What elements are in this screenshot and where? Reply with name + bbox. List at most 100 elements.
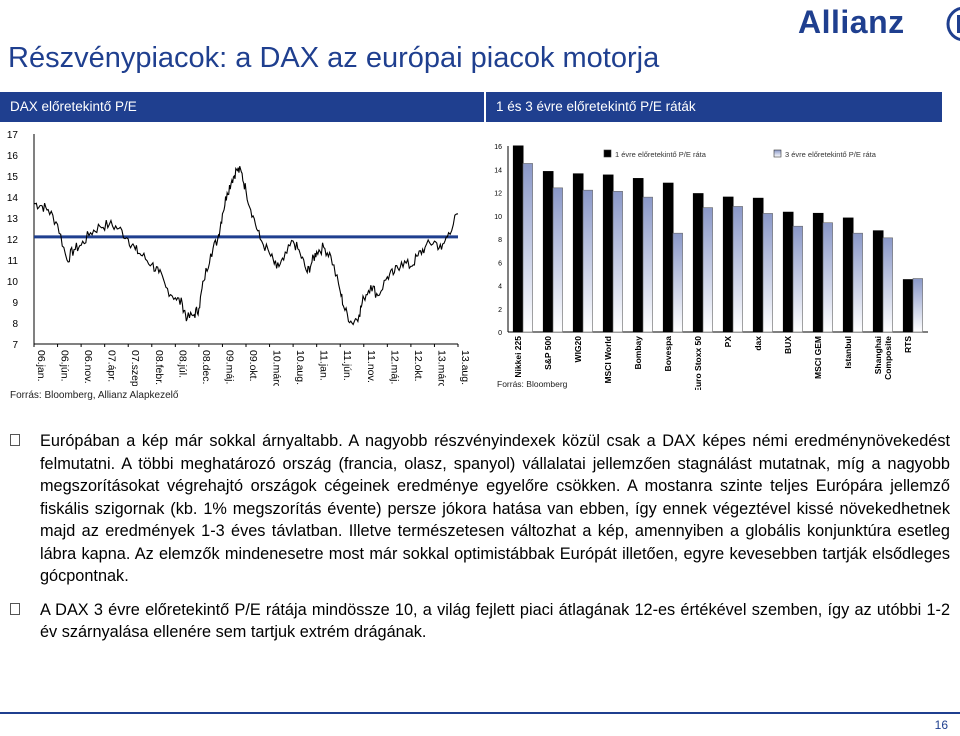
y-tick-label: 13 xyxy=(7,214,19,225)
x-tick-label: Bombay xyxy=(633,336,643,370)
y-tick-label: 8 xyxy=(12,319,18,330)
pe-ratios-bar-chart: 0 2 4 6 8 10 12 14 16 Nikkei 225 S&P 500 WIG20 MSCI … xyxy=(494,144,928,390)
bar-3y xyxy=(642,196,653,333)
allianz-eagle-icon xyxy=(946,6,960,42)
x-tick-label: 10.aug. xyxy=(294,350,306,385)
x-tick-label: 08.febr. xyxy=(153,350,165,385)
bullet-marker-icon xyxy=(10,434,20,446)
page-number: 16 xyxy=(934,718,948,732)
x-tick-label: 13.aug. xyxy=(459,350,471,385)
x-tick-label: 07.szept. xyxy=(129,350,141,386)
bullet-item: Európában a kép már sokkal árnyaltabb. A… xyxy=(10,430,950,588)
bar-3y xyxy=(552,187,563,333)
y-tick-label: 17 xyxy=(7,130,19,141)
right-panel-header: 1 és 3 évre előretekintő P/E ráták xyxy=(484,92,942,122)
x-tick-label: Istanbul xyxy=(843,336,853,369)
x-tick-label: Euro Stoxx 50 xyxy=(693,336,703,390)
bar-3y xyxy=(522,163,533,333)
page-title: Részvénypiacok: a DAX az európai piacok … xyxy=(8,42,660,74)
y-tick-label: 2 xyxy=(498,307,502,314)
x-tick-label: MSCI GEM xyxy=(813,336,823,379)
bar-3y xyxy=(852,232,863,333)
bullet-item: A DAX 3 évre előretekintő P/E rátája min… xyxy=(10,599,950,644)
y-tick-label: 12 xyxy=(7,235,19,246)
bar-3y xyxy=(732,206,743,333)
bar-3y xyxy=(792,225,803,333)
y-tick-label: 9 xyxy=(12,298,18,309)
x-tick-label: 12.máj. xyxy=(388,350,400,384)
right-source: Forrás: Bloomberg xyxy=(497,379,568,389)
bar-3y xyxy=(762,213,773,333)
bullet-marker-icon xyxy=(10,602,20,615)
bar-1y xyxy=(602,174,614,333)
y-tick-label: 10 xyxy=(494,214,502,221)
bar-1y xyxy=(572,173,584,333)
y-tick-label: 11 xyxy=(8,256,19,267)
x-tick-label: 08.júl. xyxy=(176,350,188,378)
bar-1y xyxy=(722,196,734,333)
bar-1y xyxy=(632,178,644,333)
y-tick-label: 14 xyxy=(494,167,502,174)
x-tick-label: Composite xyxy=(883,336,893,380)
x-tick-label: 06.nov. xyxy=(82,350,94,384)
x-tick-label: Bovespa xyxy=(663,336,673,372)
x-tick-label: 13.márc. xyxy=(435,350,447,386)
y-tick-label: 15 xyxy=(7,172,19,183)
x-tick-label: MSCI World xyxy=(603,336,613,384)
left-panel-header: DAX előretekintő P/E xyxy=(0,92,484,122)
bar-3y xyxy=(582,189,593,333)
x-tick-label: 09.okt. xyxy=(247,350,259,382)
x-tick-label: 11.jan. xyxy=(318,350,330,381)
bar-1y xyxy=(872,230,884,333)
bar-3y xyxy=(702,207,713,333)
brand-name: Allianz xyxy=(798,4,905,40)
bar-1y xyxy=(902,279,914,333)
y-tick-label: 14 xyxy=(7,193,19,204)
y-tick-label: 16 xyxy=(494,144,502,151)
x-tick-label: 09.máj. xyxy=(223,350,235,384)
bar-1y xyxy=(812,212,824,333)
y-tick-label: 6 xyxy=(498,260,502,267)
x-tick-label: 08.dec. xyxy=(200,350,212,384)
x-tick-label: dax xyxy=(753,336,763,351)
bar-1y xyxy=(542,171,554,333)
dax-pe-series-line xyxy=(33,165,459,326)
bar-1y xyxy=(512,145,524,333)
x-tick-label: WIG20 xyxy=(573,336,583,363)
x-tick-label: 11.jún. xyxy=(341,350,353,381)
x-tick-label: 10.márc. xyxy=(271,350,283,386)
y-tick-label: 16 xyxy=(7,151,19,162)
bar-1y xyxy=(842,217,854,333)
y-tick-label: 4 xyxy=(498,284,502,291)
bar-1y xyxy=(662,182,674,333)
bar-3y xyxy=(882,237,893,333)
bar-3y xyxy=(672,232,683,333)
x-tick-label: RTS xyxy=(903,336,913,353)
y-tick-label: 10 xyxy=(7,277,19,288)
bar-3y xyxy=(822,222,833,333)
left-source: Forrás: Bloomberg, Allianz Alapkezelő xyxy=(10,390,179,401)
bar-3y xyxy=(912,278,923,333)
bar-1y xyxy=(782,211,794,333)
bar-1y xyxy=(692,193,704,333)
bullet-text: A DAX 3 évre előretekintő P/E rátája min… xyxy=(40,600,950,642)
x-tick-label: Shanghai xyxy=(873,336,883,374)
bullet-text: Európában a kép már sokkal árnyaltabb. A… xyxy=(40,432,950,585)
bar-3y xyxy=(612,191,623,333)
x-tick-label: 06.jan. xyxy=(35,350,47,382)
x-tick-label: 06.jún. xyxy=(59,350,71,382)
y-tick-label: 7 xyxy=(12,340,18,351)
legend-label: 1 évre előretekintő P/E ráta xyxy=(615,150,707,159)
y-tick-label: 0 xyxy=(498,330,502,337)
legend-label: 3 évre előretekintő P/E ráta xyxy=(785,150,877,159)
x-tick-label: PX xyxy=(723,336,733,348)
bar-1y xyxy=(752,197,764,333)
x-tick-label: 11.nov. xyxy=(365,350,377,383)
x-tick-label: BUX xyxy=(783,336,793,354)
legend-swatch xyxy=(603,149,612,158)
x-tick-label: 12.okt. xyxy=(412,350,424,382)
x-tick-label: 07.ápr. xyxy=(106,350,118,382)
legend-swatch xyxy=(773,149,782,158)
footer-divider xyxy=(0,712,960,714)
x-tick-label: S&P 500 xyxy=(543,336,553,370)
